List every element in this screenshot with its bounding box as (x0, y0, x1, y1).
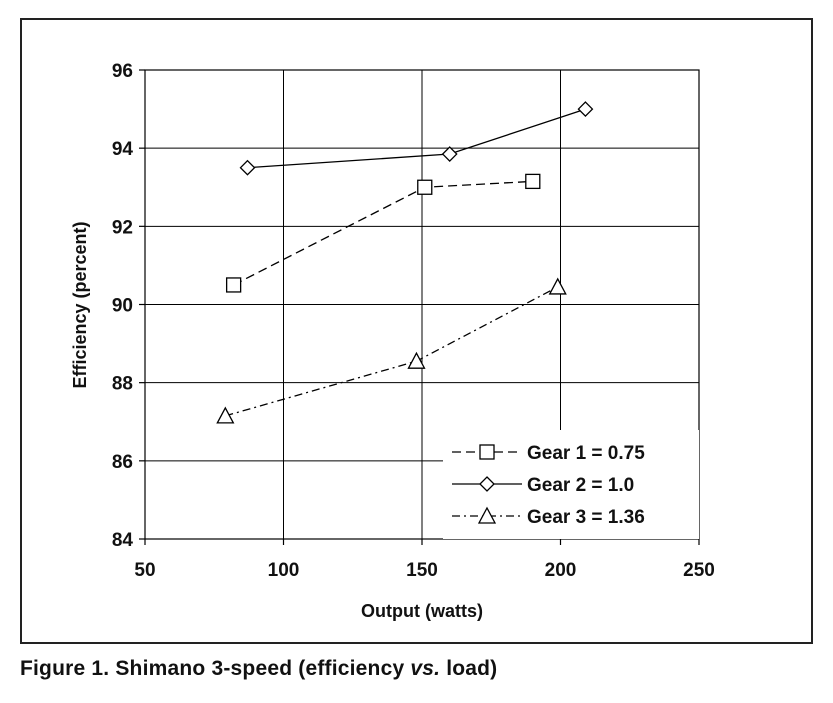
legend-label-gear-2: Gear 2 = 1.0 (527, 475, 634, 496)
x-tick-label: 50 (134, 560, 155, 581)
series-line-gear-2 (247, 108, 586, 169)
x-tick-label: 200 (545, 560, 577, 581)
caption-prefix: Figure 1. Shimano 3-speed (efficiency (20, 657, 411, 680)
data-point-gear-2 (441, 146, 458, 162)
x-tick-label: 150 (406, 560, 438, 581)
legend-marker-gear-2 (479, 476, 495, 492)
data-point-gear-1 (225, 277, 242, 293)
series-line-gear-3 (225, 286, 559, 417)
data-point-gear-2 (577, 101, 594, 118)
y-tick-label: 90 (112, 296, 133, 317)
legend-label-gear-1: Gear 1 = 0.75 (527, 443, 645, 464)
figure-caption: Figure 1. Shimano 3-speed (efficiency vs… (20, 657, 497, 681)
y-tick-label: 84 (112, 530, 134, 551)
data-point-gear-3 (407, 351, 426, 369)
data-point-gear-1 (417, 179, 433, 195)
y-tick-label: 96 (112, 61, 133, 82)
data-point-gear-3 (216, 406, 235, 424)
data-point-gear-2 (239, 159, 256, 176)
axes: 84 86 88 90 92 94 96 50 100 150 200 250 (112, 61, 715, 581)
y-tick-label: 94 (112, 139, 134, 160)
caption-suffix: load) (440, 657, 498, 680)
x-tick-label: 250 (683, 560, 715, 581)
caption-italic: vs. (410, 657, 441, 680)
y-axis-label: Efficiency (percent) (70, 221, 90, 388)
series-line-gear-1 (233, 180, 533, 286)
legend-label-gear-3: Gear 3 = 1.36 (527, 507, 645, 528)
y-tick-label: 88 (112, 374, 133, 395)
series-lines (216, 101, 594, 424)
legend-marker-gear-1 (479, 444, 495, 460)
x-tick-label: 100 (268, 560, 300, 581)
legend-marker-gear-3 (477, 506, 497, 524)
x-axis-label: Output (watts) (361, 601, 483, 621)
data-point-gear-3 (548, 277, 567, 295)
legend: Gear 1 = 0.75 Gear 2 = 1.0 Gear 3 = 1.36 (443, 430, 699, 539)
y-tick-label: 86 (112, 452, 133, 473)
data-point-gear-1 (525, 173, 541, 190)
figure-frame (20, 18, 813, 644)
y-tick-label: 92 (112, 217, 133, 238)
